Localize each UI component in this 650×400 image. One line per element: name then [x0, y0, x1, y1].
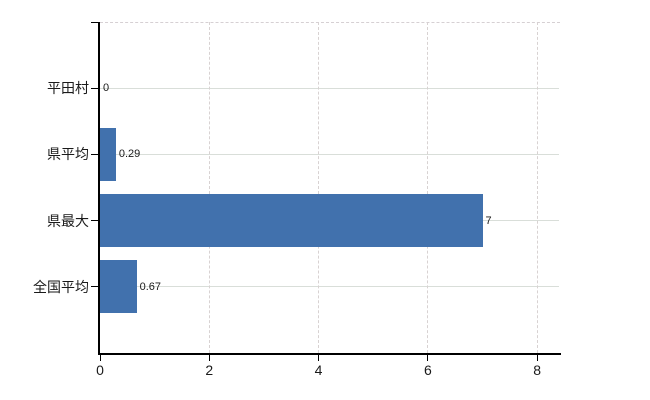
x-tick-label: 8	[533, 362, 542, 378]
value-label: 0.67	[139, 280, 162, 293]
gridline-vertical	[208, 22, 210, 353]
value-label: 0.29	[118, 148, 141, 161]
x-tick	[536, 355, 538, 361]
gridline-vertical	[536, 22, 538, 353]
x-tick	[99, 355, 101, 361]
y-tick	[91, 220, 98, 222]
x-tick-label: 2	[205, 362, 214, 378]
y-axis-line	[98, 22, 100, 355]
gridline-horizontal	[100, 87, 559, 89]
gridline-horizontal	[100, 286, 559, 288]
gridline-vertical	[427, 22, 429, 353]
x-tick	[208, 355, 210, 361]
y-tick	[91, 286, 98, 288]
plot-top-border	[100, 22, 560, 23]
x-tick	[427, 355, 429, 361]
value-label: 0	[103, 82, 110, 95]
bar	[100, 260, 137, 314]
y-tick	[91, 87, 98, 89]
value-label: 7	[485, 214, 492, 227]
gridline-vertical	[318, 22, 320, 353]
gridline-horizontal	[100, 153, 559, 155]
x-tick-label: 6	[423, 362, 432, 378]
x-tick	[318, 355, 320, 361]
category-label: 県最大	[47, 212, 89, 229]
category-label: 県平均	[47, 146, 89, 163]
x-tick-label: 0	[96, 362, 104, 378]
x-axis-line	[98, 353, 561, 355]
y-axis-top-tick	[91, 22, 98, 23]
x-tick-label: 4	[314, 362, 323, 378]
bar	[100, 194, 483, 248]
y-tick	[91, 153, 98, 155]
bar	[100, 127, 116, 181]
plot-area: 0 0.29 7 0.67	[91, 22, 561, 361]
category-label: 全国平均	[33, 278, 89, 295]
category-label: 平田村	[47, 80, 89, 97]
